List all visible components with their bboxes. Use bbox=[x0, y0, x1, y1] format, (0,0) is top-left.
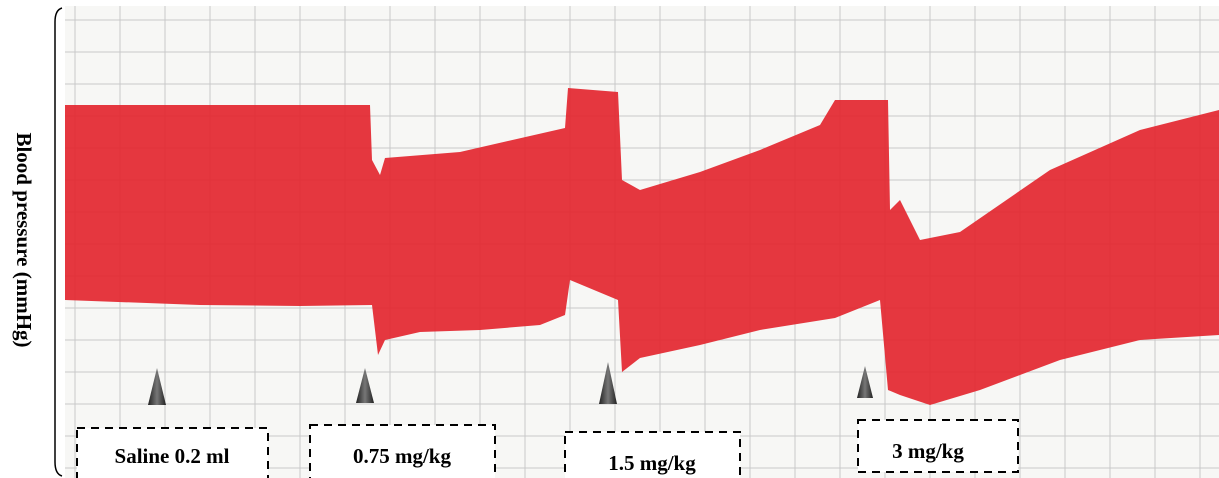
annotation-label: Saline 0.2 ml bbox=[115, 444, 230, 468]
figure: Blood pressure (mmHg) Saline 0.2 ml 0.75… bbox=[0, 0, 1219, 478]
axis-bracket bbox=[55, 8, 62, 476]
y-axis-label: Blood pressure (mmHg) bbox=[12, 132, 36, 347]
annotation-label: 3 mg/kg bbox=[892, 439, 964, 463]
annotation-label: 1.5 mg/kg bbox=[608, 451, 696, 475]
annotation-label: 0.75 mg/kg bbox=[353, 444, 452, 468]
